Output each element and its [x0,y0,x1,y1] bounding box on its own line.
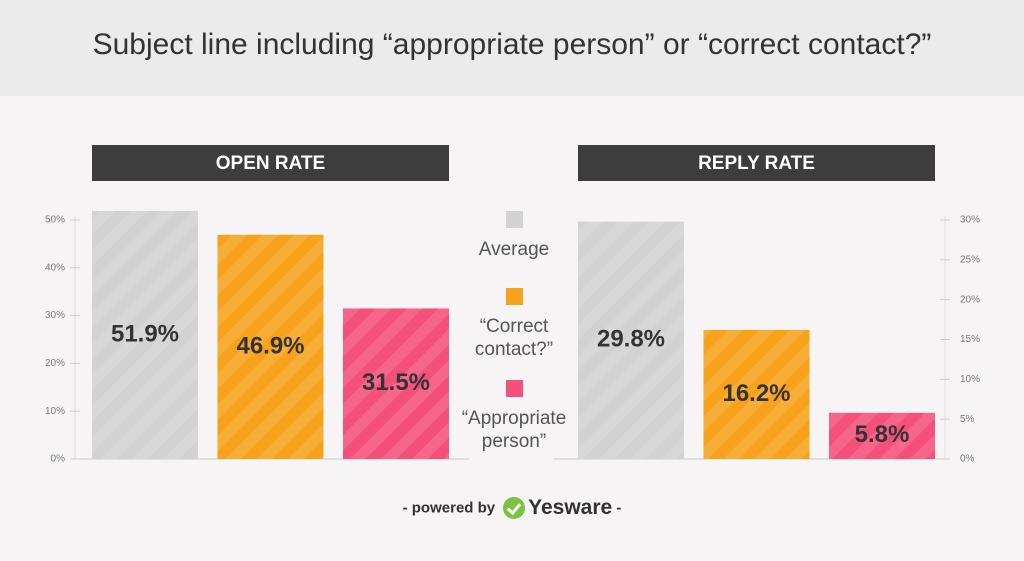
value-label: 16.2% [722,380,790,407]
bar-stripes [92,210,198,459]
y-tick-label: 0% [51,454,66,465]
y-tick-label: 25% [960,254,980,265]
y-tick-label: 30% [45,310,65,321]
y-tick-label: 0% [960,454,975,465]
bar-stripes [578,221,684,459]
value-label: 29.8% [597,326,665,353]
bar-stripes [217,234,324,459]
legend-swatch [505,211,523,228]
page-title: Subject line including “appropriate pers… [92,28,932,61]
bar-stripes [829,412,935,459]
legend-item: “Appropriate person” [449,380,579,453]
y-tick-label: 10% [960,374,980,385]
legend-label: “Appropriate person” [461,408,567,452]
y-tick-label: 10% [45,406,65,417]
y-tick-label: 30% [960,215,980,226]
y-tick-label: 50% [45,215,65,226]
legend-label: “Correct contact?” [474,316,554,360]
chart-title: REPLY RATE [698,153,815,174]
y-tick-label: 40% [45,262,65,273]
y-tick-label: 5% [960,414,975,425]
value-label: 5.8% [855,421,910,448]
legend-item: “Correct contact?” [449,288,579,361]
y-tick-label: 20% [45,358,65,369]
footer-suffix: - [616,499,622,517]
chart-header [578,145,935,181]
legend-swatch [505,380,523,397]
bar-stripes [703,329,810,459]
footer: - powered by Yesware - [0,496,1024,520]
footer-prefix: - powered by [402,499,496,517]
chart-title: OPEN RATE [216,153,325,174]
value-label: 51.9% [111,320,179,347]
title-band [0,0,1024,96]
legend-item: Average [449,211,579,261]
footer-brand: Yesware [528,496,613,519]
legend-swatch [505,288,523,305]
value-label: 31.5% [362,369,430,396]
y-tick-label: 20% [960,294,980,305]
legend-label: Average [478,239,550,260]
y-tick-label: 15% [960,334,980,345]
value-label: 46.9% [236,332,304,359]
chart-header [92,145,449,181]
logo-icon [503,497,526,519]
bar-stripes [343,308,449,459]
